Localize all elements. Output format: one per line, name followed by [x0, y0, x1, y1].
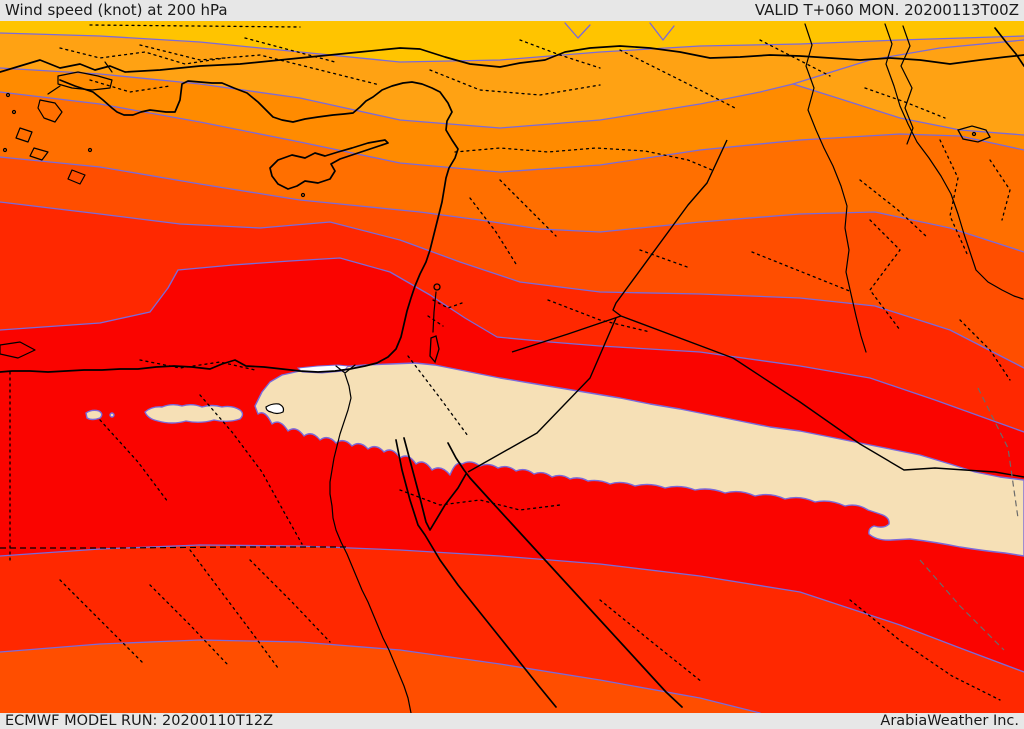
country-borders-dotted	[0, 24, 1019, 701]
coastlines	[0, 27, 1024, 708]
header-bar: Wind speed (knot) at 200 hPa VALID T+060…	[0, 0, 1024, 21]
jordan-river	[432, 291, 437, 333]
credit-label: ArabiaWeather Inc.	[880, 712, 1019, 729]
nile-river	[329, 373, 412, 713]
jet-dot	[109, 412, 115, 418]
wind-map	[0, 21, 1024, 713]
euphrates-river	[804, 23, 867, 353]
cyprus-island	[269, 139, 389, 190]
model-run-label: ECMWF MODEL RUN: 20200110T12Z	[5, 712, 274, 729]
jet-streak-region	[85, 362, 1024, 557]
valid-time-label: VALID T+060 MON. 20200113T00Z	[754, 1, 1019, 19]
lake-van	[957, 125, 991, 143]
aegean-islands	[0, 92, 93, 359]
dead-sea	[429, 335, 440, 364]
contour-lines	[0, 22, 1024, 713]
jet-small-blob	[85, 409, 103, 421]
jet-detached-blob	[144, 404, 244, 424]
lake-qarun	[265, 403, 285, 415]
sea-of-galilee	[433, 283, 441, 291]
rivers	[329, 23, 1024, 713]
tigris-river	[884, 23, 1024, 300]
map-title: Wind speed (knot) at 200 hPa	[5, 1, 228, 19]
lakes	[265, 125, 991, 415]
footer-bar: ECMWF MODEL RUN: 20200110T12Z ArabiaWeat…	[0, 713, 1024, 729]
